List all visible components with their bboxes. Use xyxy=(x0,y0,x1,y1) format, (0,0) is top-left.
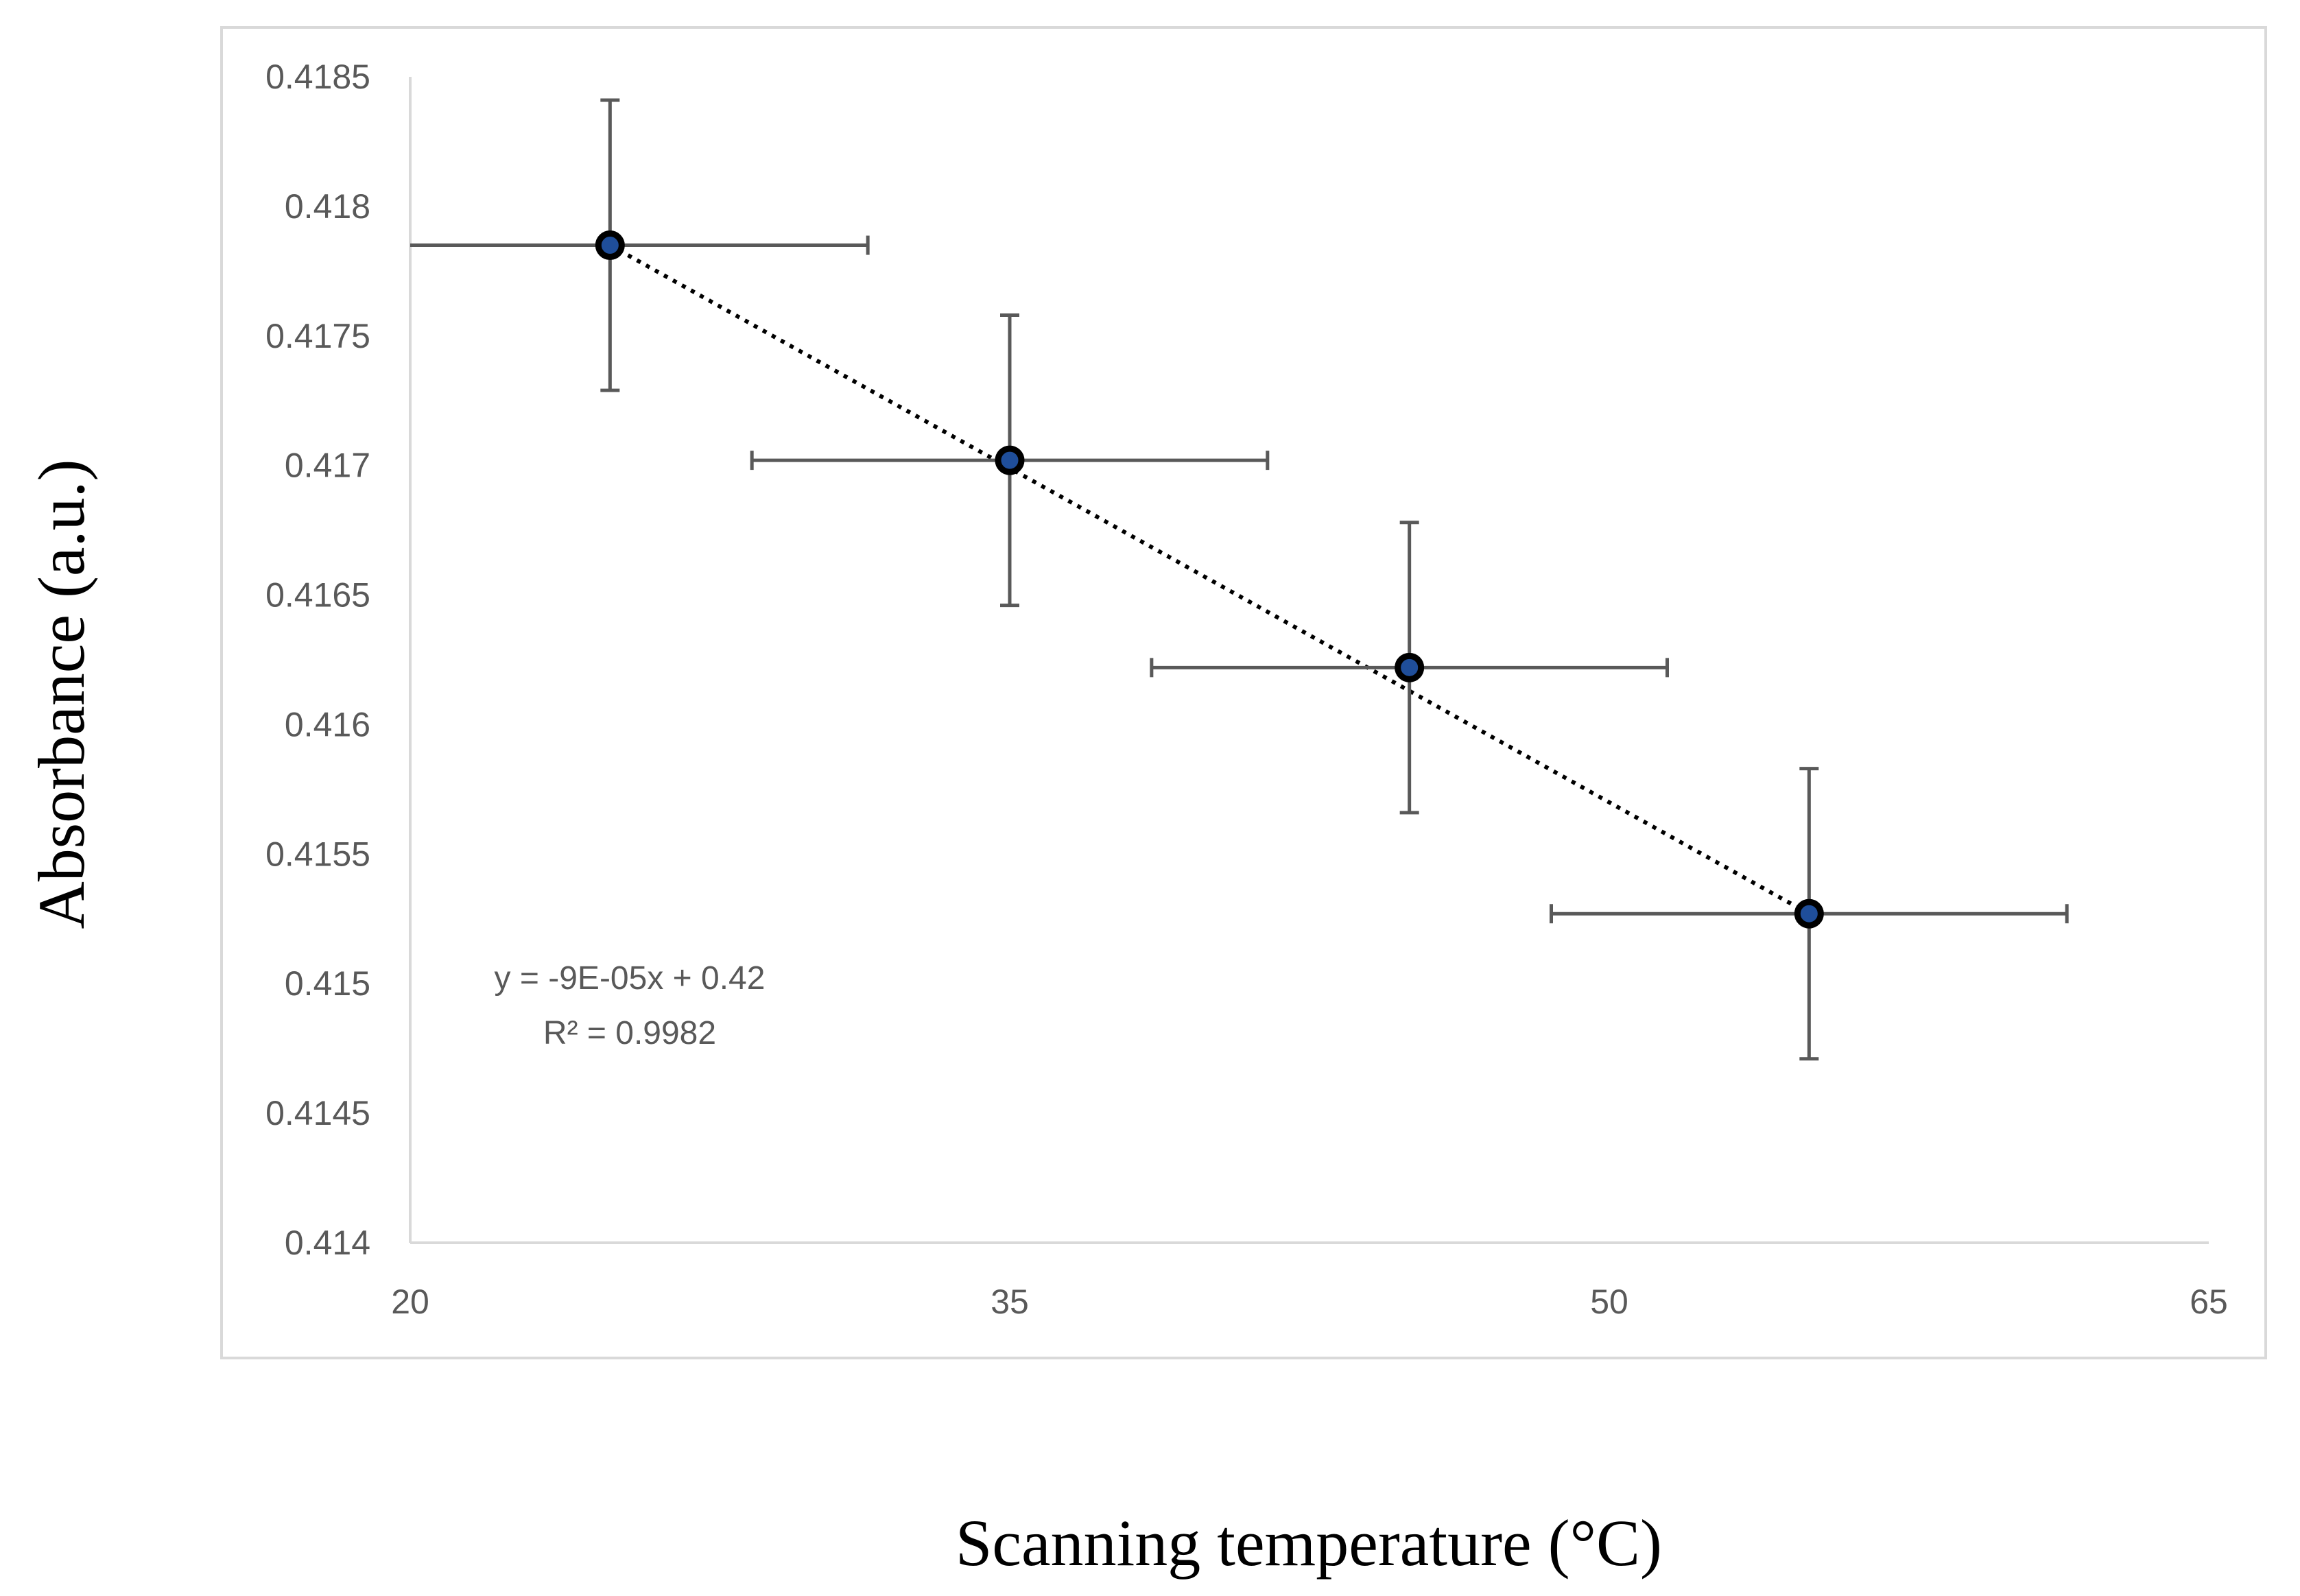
y-tick-label: 0.414 xyxy=(285,1224,370,1262)
y-tick-label: 0.4155 xyxy=(265,835,370,873)
data-points xyxy=(595,230,1824,929)
x-axis-title: Scanning temperature (°C) xyxy=(956,1506,1662,1580)
y-tick-label: 0.417 xyxy=(285,446,370,485)
data-point xyxy=(995,445,1025,475)
chart-frame xyxy=(220,26,2267,1359)
y-tick-labels: 0.414 0.4145 0.415 0.4155 0.416 0.4165 0.417 0.… xyxy=(265,58,370,1262)
data-point xyxy=(1395,652,1425,682)
x-tick-label: 50 xyxy=(1590,1283,1628,1321)
y-tick-label: 0.4165 xyxy=(265,576,370,615)
y-tick-label: 0.4145 xyxy=(265,1094,370,1132)
x-tick-label: 65 xyxy=(2190,1283,2228,1321)
trendline-r-squared: R² = 0.9982 xyxy=(543,1015,716,1051)
y-axis-title: Absorbance (a.u.) xyxy=(25,459,98,929)
data-point xyxy=(1794,898,1824,929)
data-point xyxy=(595,230,625,261)
y-tick-label: 0.415 xyxy=(285,964,370,1003)
y-tick-label: 0.416 xyxy=(285,705,370,743)
x-tick-label: 35 xyxy=(991,1283,1029,1321)
trendline-equation: y = -9E-05x + 0.42 xyxy=(495,960,766,997)
y-tick-label: 0.4175 xyxy=(265,317,370,355)
x-tick-label: 20 xyxy=(391,1283,429,1321)
trendline xyxy=(608,243,1810,916)
y-tick-label: 0.418 xyxy=(285,187,370,226)
y-tick-label: 0.4185 xyxy=(265,58,370,96)
x-tick-labels: 20 35 50 65 xyxy=(391,1283,2228,1321)
